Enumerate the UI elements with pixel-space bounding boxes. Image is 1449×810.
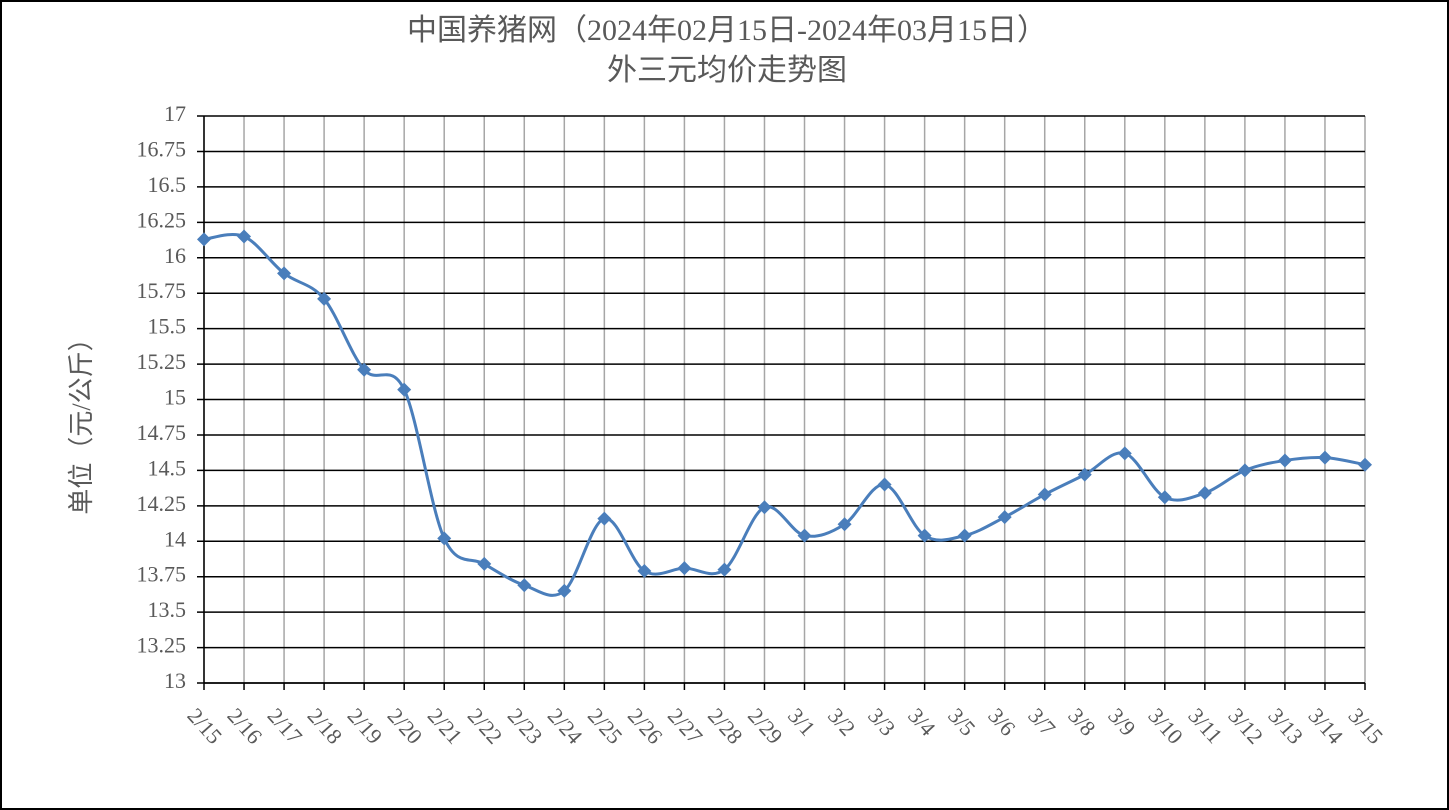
- data-point: [397, 382, 412, 397]
- y-tick-label: 16.25: [137, 207, 187, 232]
- data-point: [717, 562, 732, 577]
- y-tick-label: 14.25: [137, 491, 187, 516]
- y-tick-label: 13.5: [148, 597, 187, 622]
- data-point: [637, 564, 652, 579]
- y-tick-label: 15.5: [148, 314, 187, 339]
- data-point: [317, 291, 332, 306]
- data-point: [557, 583, 572, 598]
- y-tick-label: 14: [164, 526, 186, 551]
- y-tick-label: 16: [164, 243, 186, 268]
- data-point: [797, 528, 812, 543]
- data-point: [437, 531, 452, 546]
- y-tick-label: 13.75: [137, 562, 187, 587]
- data-point: [1277, 453, 1292, 468]
- data-point: [1358, 457, 1372, 472]
- data-point: [597, 511, 612, 526]
- y-tick-label: 15.75: [137, 278, 187, 303]
- y-tick-label: 15: [164, 385, 186, 410]
- data-point: [237, 229, 252, 244]
- data-point: [917, 528, 932, 543]
- data-point: [877, 477, 892, 492]
- data-point: [1317, 450, 1332, 465]
- data-point: [517, 578, 532, 593]
- data-point: [477, 556, 492, 571]
- data-point: [957, 528, 972, 543]
- y-axis-label: 单位（元/公斤）: [67, 325, 96, 514]
- data-point: [1077, 467, 1092, 482]
- y-tick-label: 14.5: [148, 455, 187, 480]
- data-point: [1197, 486, 1212, 501]
- chart-title: 中国养猪网（2024年02月15日-2024年03月15日）: [407, 14, 1047, 47]
- data-point: [357, 362, 372, 377]
- y-tick-label: 13.25: [137, 633, 187, 658]
- data-point: [277, 266, 292, 281]
- data-point: [1037, 487, 1052, 502]
- y-tick-label: 16.5: [148, 172, 187, 197]
- data-point: [677, 561, 692, 576]
- data-point: [1117, 446, 1132, 461]
- y-tick-label: 16.75: [137, 136, 187, 161]
- y-tick-label: 13: [164, 668, 186, 693]
- data-point: [837, 517, 852, 532]
- data-point: [1237, 463, 1252, 478]
- data-point: [1157, 490, 1172, 505]
- data-point: [757, 500, 772, 515]
- y-tick-label: 17: [164, 101, 186, 126]
- y-tick-label: 14.75: [137, 420, 187, 445]
- chart-subtitle: 外三元均价走势图: [607, 54, 847, 87]
- data-point: [197, 232, 211, 247]
- data-point: [997, 510, 1012, 525]
- y-tick-label: 15.25: [137, 349, 187, 374]
